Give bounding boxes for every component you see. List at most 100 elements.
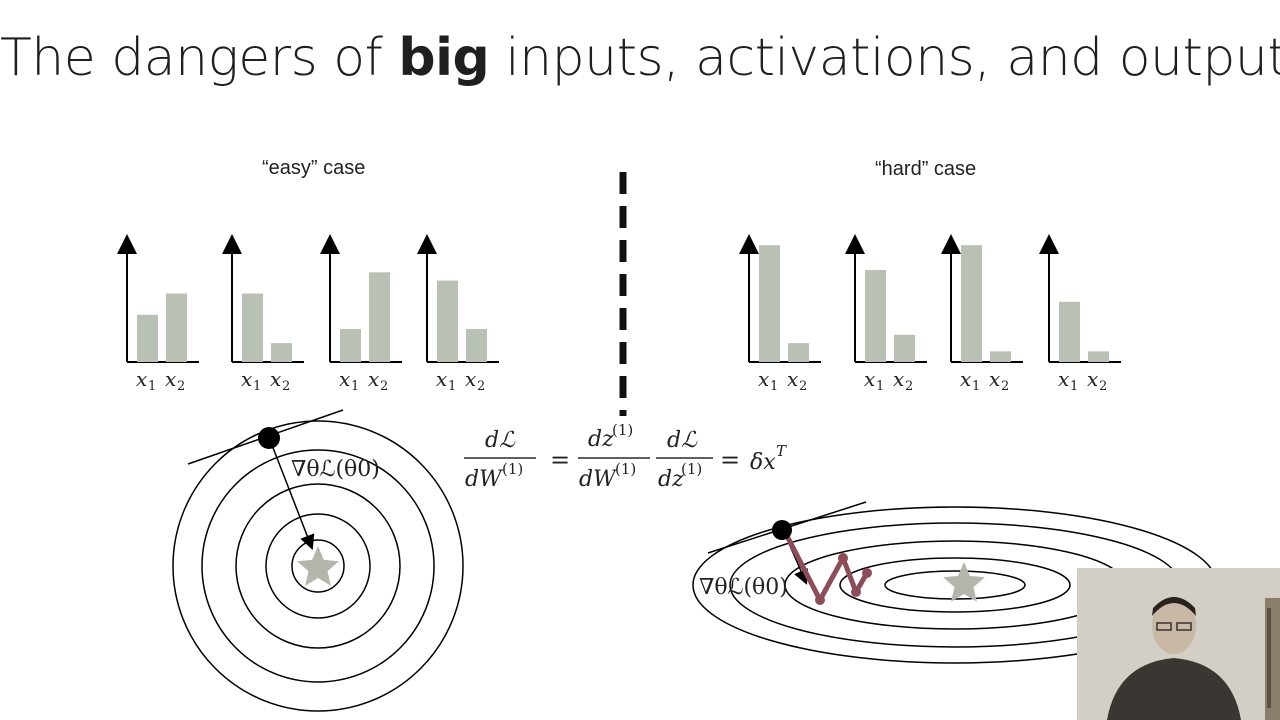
tick-label-x2: x [893,367,904,391]
bar-x1 [961,245,982,362]
path-point [851,587,861,597]
tick-sub-1: 1 [972,379,980,394]
title-text-post: inputs, activations, and outputs [489,28,1280,88]
tick-label-x2: x [787,367,798,391]
optimum-star [297,546,339,586]
tick-sub-2: 2 [477,379,485,394]
tick-label-x2: x [465,367,476,391]
hard-gradient-label: ∇θℒ(θ0) [699,575,788,600]
tick-label-x1: x [339,367,350,391]
presenter-silhouette [1077,568,1280,720]
bar-x2 [369,272,390,362]
bar-x2 [466,328,487,362]
eq-den2: dW [579,467,618,492]
bar-x1 [242,293,263,362]
tick-label-x1: x [241,367,252,391]
title-text-bold: big [398,28,490,88]
eq-den2-sup: (1) [615,460,636,478]
bar-x2 [894,334,915,362]
bar-x1 [759,245,780,362]
eq-den1: dW [465,467,504,492]
bar-x1 [865,269,886,362]
easy-case-label: “easy” case [262,157,366,179]
bar-x1 [437,280,458,362]
path-point [862,568,872,578]
bar-x2 [271,343,292,362]
tick-sub-1: 1 [448,379,456,394]
eq-den3-sup: (1) [681,460,702,478]
easy-contour-plot: ∇θℒ(θ0) [172,409,464,712]
eq-num1: dℒ [485,428,516,453]
bar-x1 [340,328,361,362]
tick-sub-1: 1 [253,379,261,394]
eq-rhs: δx [750,450,776,475]
tick-sub-2: 2 [1001,379,1009,394]
tick-label-x1: x [136,367,147,391]
eq-num2: dz [588,427,614,452]
easy-gradient-label: ∇θℒ(θ0) [291,457,380,482]
tick-sub-2: 2 [282,379,290,394]
current-point [258,427,280,449]
path-point [815,595,825,605]
contour-ring [291,539,345,593]
eq-den3: dz [658,467,684,492]
gradient-arrow [269,439,315,550]
contour-ring [265,513,371,619]
tick-label-x1: x [960,367,971,391]
webcam-overlay [1077,568,1280,720]
eq-equals-2: = [720,446,740,474]
eq-equals: = [550,446,570,474]
tick-sub-2: 2 [799,379,807,394]
hard-contour-plot: ∇θℒ(θ0) [692,501,1218,664]
tick-sub-2: 2 [177,379,185,394]
bar-x2 [1088,351,1109,362]
tick-label-x1: x [1058,367,1069,391]
eq-rhs-sup: T [776,442,787,460]
slide-title: The dangers of big inputs, activations, … [0,28,1280,88]
tick-label-x2: x [165,367,176,391]
contour-ring [235,483,401,649]
contour-ring [172,420,464,712]
title-text-pre: The dangers of [0,28,399,88]
tick-label-x1: x [436,367,447,391]
tick-label-x1: x [758,367,769,391]
tick-label-x2: x [368,367,379,391]
tick-sub-1: 1 [876,379,884,394]
hard-case-label: “hard” case [875,158,977,180]
bar-x2 [166,293,187,362]
eq-num3: dℒ [667,428,698,453]
eq-den1-sup: (1) [502,460,523,478]
optimum-star [943,562,985,602]
tick-sub-2: 2 [905,379,913,394]
tick-sub-1: 1 [1070,379,1078,394]
tick-sub-1: 1 [770,379,778,394]
path-point [838,553,848,563]
current-point [772,520,792,540]
tick-label-x2: x [270,367,281,391]
bar-x1 [137,314,158,362]
eq-num2-sup: (1) [612,421,633,439]
tick-label-x1: x [864,367,875,391]
tick-sub-1: 1 [351,379,359,394]
contour-ellipse [839,557,1071,613]
tick-label-x2: x [989,367,1000,391]
tick-label-x2: x [1087,367,1098,391]
bar-x2 [788,343,809,362]
tick-sub-2: 2 [380,379,388,394]
tick-sub-2: 2 [1099,379,1107,394]
equation: dℒ dW (1) = dz (1) dW (1) dℒ dz (1) = δx… [464,421,787,492]
contour-ring [201,449,435,683]
bar-x1 [1059,301,1080,362]
tick-sub-1: 1 [148,379,156,394]
